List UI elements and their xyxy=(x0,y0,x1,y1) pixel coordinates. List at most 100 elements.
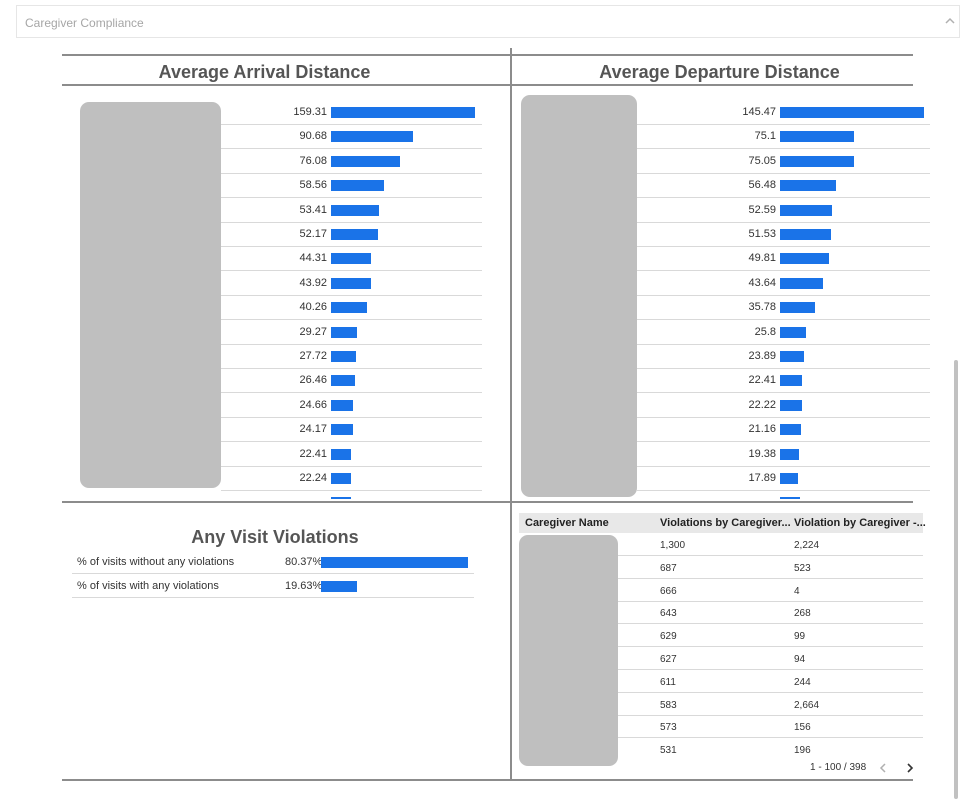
section-title: Caregiver Compliance xyxy=(25,16,144,30)
departure-bar[interactable] xyxy=(780,204,833,216)
departure-bar[interactable] xyxy=(780,253,830,265)
arrival-value: 40.26 xyxy=(299,301,327,314)
row-divider xyxy=(221,270,482,272)
table-header: Caregiver Name Violations by Caregiver..… xyxy=(519,513,926,533)
departure-bar[interactable] xyxy=(780,155,855,167)
violation-bar[interactable] xyxy=(321,581,357,592)
divider-title-left xyxy=(62,84,511,86)
arrival-bar[interactable] xyxy=(331,399,354,411)
cell-violations: 611 xyxy=(660,676,676,688)
arrival-value: 29.27 xyxy=(299,325,327,338)
row-divider xyxy=(637,368,930,369)
row-divider xyxy=(637,343,930,345)
departure-names-redacted xyxy=(521,95,637,497)
departure-bar[interactable] xyxy=(780,326,806,338)
departure-bar[interactable] xyxy=(780,131,855,143)
departure-bar[interactable] xyxy=(780,351,804,362)
departure-bar[interactable] xyxy=(780,302,816,314)
cell-violation-by: 94 xyxy=(794,654,806,665)
departure-bar[interactable] xyxy=(780,107,924,118)
row-divider xyxy=(221,343,482,345)
row-divider xyxy=(221,221,482,223)
violations-title: Any Visit Violations xyxy=(191,527,359,547)
cell-violation-by: 2,664 xyxy=(794,699,820,711)
arrival-bar[interactable] xyxy=(331,277,371,289)
chevron-up-icon[interactable] xyxy=(943,14,957,28)
row-divider xyxy=(637,172,930,174)
cell-violations: 629 xyxy=(660,631,677,643)
arrival-bar[interactable] xyxy=(331,131,413,143)
departure-value: 19.38 xyxy=(748,447,776,460)
divider-middle xyxy=(62,501,913,503)
arrival-bar[interactable] xyxy=(331,253,372,265)
arrival-value: 76.08 xyxy=(299,154,327,167)
row-divider xyxy=(637,124,930,125)
divider-bottom xyxy=(62,779,913,781)
departure-bar[interactable] xyxy=(780,229,831,240)
column-header-name[interactable]: Caregiver Name xyxy=(525,517,609,529)
chevron-left-icon[interactable] xyxy=(876,760,890,776)
cell-violations: 666 xyxy=(660,585,677,597)
cell-violations: 583 xyxy=(660,699,677,711)
row-divider xyxy=(618,714,923,716)
arrival-value: 90.68 xyxy=(299,130,327,143)
departure-bar[interactable] xyxy=(780,424,801,436)
arrival-bar[interactable] xyxy=(331,107,475,118)
divider-top-right xyxy=(512,54,913,56)
arrival-bar[interactable] xyxy=(331,229,379,240)
row-divider xyxy=(637,197,930,199)
cell-violations: 1,300 xyxy=(660,540,686,551)
cell-violation-by: 156 xyxy=(794,722,811,734)
pagination-label: 1 - 100 / 398 xyxy=(810,762,867,773)
row-divider xyxy=(221,465,482,467)
arrival-bar[interactable] xyxy=(331,155,400,167)
arrival-bar[interactable] xyxy=(331,204,380,216)
departure-bar[interactable] xyxy=(780,277,824,289)
table-names-redacted xyxy=(519,535,618,766)
departure-value: 49.81 xyxy=(748,252,776,265)
departure-bar[interactable] xyxy=(780,399,802,411)
departure-bar[interactable] xyxy=(780,448,800,460)
arrival-bar[interactable] xyxy=(331,424,353,436)
violation-label: % of visits without any violations xyxy=(77,556,235,568)
violation-bar[interactable] xyxy=(321,557,468,568)
cell-violation-by: 268 xyxy=(794,608,811,620)
section-header[interactable]: Caregiver Compliance xyxy=(16,5,960,38)
violation-value: 80.37% xyxy=(285,556,323,568)
arrival-bar[interactable] xyxy=(331,448,352,460)
column-header-violation-by[interactable]: Violation by Caregiver -... xyxy=(794,517,926,529)
arrival-value: 43.92 xyxy=(299,276,327,289)
row-divider xyxy=(637,416,930,418)
arrival-bar[interactable] xyxy=(331,351,357,362)
row-divider xyxy=(618,555,923,556)
row-divider xyxy=(637,221,930,223)
departure-bar[interactable] xyxy=(780,473,798,484)
row-divider xyxy=(637,270,930,272)
cell-violation-by: 244 xyxy=(794,676,811,688)
arrival-value: 159.31 xyxy=(293,106,327,118)
arrival-bar[interactable] xyxy=(331,180,384,192)
row-divider xyxy=(221,416,482,418)
scrollbar-thumb[interactable] xyxy=(954,360,958,799)
departure-bar[interactable] xyxy=(780,180,836,192)
row-divider xyxy=(221,319,482,321)
departure-value: 21.16 xyxy=(748,423,776,436)
arrival-bar[interactable] xyxy=(331,326,358,338)
arrival-bar[interactable] xyxy=(331,302,368,314)
row-divider xyxy=(221,368,482,369)
arrival-bar[interactable] xyxy=(331,375,355,387)
departure-value: 22.22 xyxy=(748,398,776,411)
departure-bar[interactable] xyxy=(780,375,803,387)
cell-violations: 573 xyxy=(660,722,677,734)
arrival-value: 24.66 xyxy=(299,398,327,411)
column-header-violations[interactable]: Violations by Caregiver... xyxy=(660,517,791,529)
arrival-bar[interactable] xyxy=(331,473,352,484)
arrival-chart-title: Average Arrival Distance xyxy=(158,62,371,82)
row-divider xyxy=(637,490,930,491)
divider-vertical xyxy=(510,48,512,781)
chevron-right-icon[interactable] xyxy=(903,760,917,776)
departure-value: 56.48 xyxy=(748,179,776,192)
violation-label: % of visits with any violations xyxy=(77,580,219,592)
departure-value: 43.64 xyxy=(748,276,776,289)
row-divider xyxy=(221,490,482,491)
